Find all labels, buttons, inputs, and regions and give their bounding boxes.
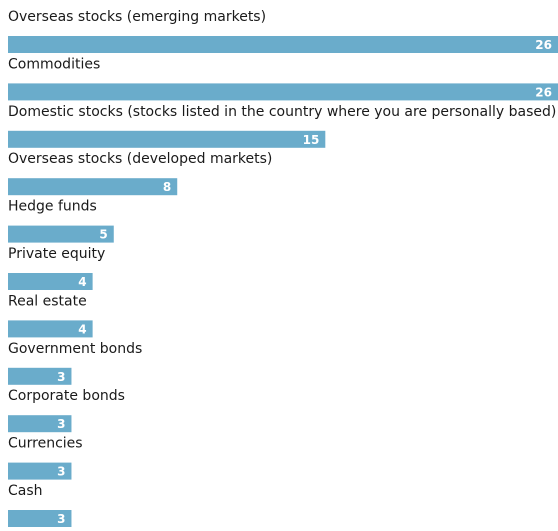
category-label: Domestic stocks (stocks listed in the co… — [8, 104, 556, 120]
category-label: Overseas stocks (developed markets) — [8, 151, 272, 167]
bar — [8, 225, 114, 243]
bar — [8, 320, 93, 338]
bar — [8, 83, 558, 101]
value-label: 5 — [99, 228, 107, 242]
category-label: Private equity — [8, 246, 105, 262]
bar — [8, 36, 558, 53]
bar — [8, 415, 72, 433]
value-label: 3 — [57, 417, 65, 431]
bar — [8, 273, 93, 290]
bar — [8, 462, 72, 480]
value-label: 3 — [57, 465, 65, 479]
bar — [8, 130, 326, 148]
category-label: Overseas stocks (emerging markets) — [8, 9, 266, 25]
value-label: 3 — [57, 370, 65, 384]
bar — [8, 510, 72, 527]
category-label: Currencies — [8, 436, 83, 452]
category-label: Real estate — [8, 293, 87, 309]
category-label: Government bonds — [8, 341, 142, 357]
category-label: Corporate bonds — [8, 388, 125, 404]
category-label: Hedge funds — [8, 199, 97, 215]
value-label: 8 — [163, 180, 171, 194]
value-label: 4 — [78, 275, 86, 289]
value-label: 26 — [535, 85, 552, 99]
category-label: Cash — [8, 483, 43, 499]
value-label: 4 — [78, 322, 86, 336]
value-label: 26 — [535, 38, 552, 52]
category-label: Commodities — [8, 56, 100, 72]
bar — [8, 367, 72, 385]
value-label: 15 — [303, 133, 320, 147]
value-label: 3 — [57, 512, 65, 526]
bar — [8, 178, 178, 196]
